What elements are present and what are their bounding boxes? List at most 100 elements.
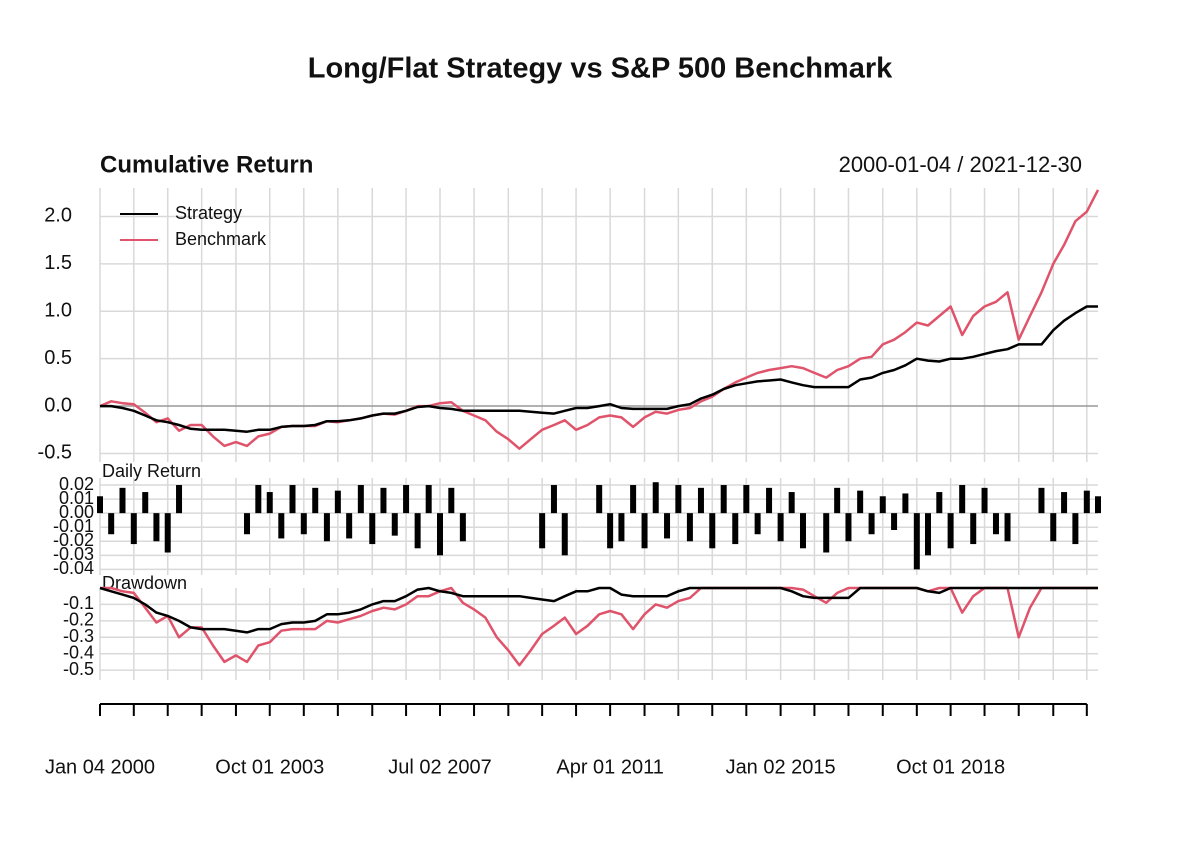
y-tick-label: -0.4 — [63, 642, 94, 662]
y-tick-label: -0.02 — [53, 530, 94, 550]
y-tick-label: 2.0 — [44, 205, 72, 227]
bar — [164, 513, 171, 553]
y-tick-label: -0.3 — [63, 626, 94, 646]
bar — [550, 485, 557, 514]
series-line — [99, 586, 1098, 634]
bar — [380, 487, 387, 514]
x-tick-label: Jan 02 2015 — [726, 756, 836, 778]
bar — [743, 485, 750, 514]
legend-label: Strategy — [175, 203, 242, 223]
bar — [834, 487, 841, 514]
bar — [868, 513, 875, 535]
bar — [425, 485, 432, 514]
x-tick-label: Oct 01 2003 — [215, 756, 324, 778]
bar — [176, 485, 183, 514]
series-line — [100, 305, 1098, 433]
bar — [925, 513, 932, 556]
bar — [561, 513, 568, 556]
bar — [130, 513, 137, 545]
bar — [913, 513, 920, 570]
bar — [959, 485, 966, 514]
y-tick-label: -0.2 — [63, 610, 94, 630]
bar — [970, 513, 977, 545]
panel-title: Daily Return — [102, 461, 201, 481]
bar — [823, 513, 830, 553]
bar — [142, 492, 149, 514]
bar — [754, 513, 761, 535]
bar — [539, 513, 546, 549]
bar — [1038, 487, 1045, 514]
bar — [845, 513, 852, 542]
y-tick-label: -0.03 — [53, 544, 94, 564]
y-tick-label: 0.00 — [59, 502, 94, 522]
bar — [857, 490, 864, 514]
bar — [686, 513, 693, 542]
bar — [289, 485, 296, 514]
bar — [697, 487, 704, 514]
x-tick-label: Jul 02 2007 — [388, 756, 491, 778]
date-range: 2000-01-04 / 2021-12-30 — [839, 152, 1082, 177]
bar — [981, 487, 988, 514]
legend-label: Benchmark — [175, 229, 267, 249]
bar — [607, 513, 614, 549]
bar — [323, 513, 330, 542]
bar — [675, 485, 682, 514]
bar — [436, 513, 443, 556]
bar — [902, 493, 909, 514]
bar — [357, 485, 364, 514]
bar — [879, 496, 886, 514]
bar — [1004, 513, 1011, 542]
bar — [108, 513, 115, 535]
y-tick-label: -0.01 — [53, 516, 94, 536]
bar — [799, 513, 806, 549]
bar — [278, 513, 285, 539]
y-tick-label: -0.5 — [38, 442, 72, 464]
y-tick-label: 0.0 — [44, 394, 72, 416]
bar — [391, 513, 398, 536]
y-tick-label: -0.5 — [63, 659, 94, 679]
bar — [448, 487, 455, 514]
y-tick-label: 1.0 — [44, 300, 72, 322]
bar — [630, 485, 637, 514]
bar — [1095, 496, 1101, 514]
y-tick-label: -0.04 — [53, 558, 94, 578]
bar — [777, 513, 784, 542]
bar — [414, 513, 421, 549]
y-tick-label: 0.02 — [59, 474, 94, 494]
bar — [1072, 513, 1079, 545]
bar — [97, 496, 103, 514]
bar — [720, 485, 727, 514]
series-line — [99, 189, 1100, 450]
x-tick-label: Apr 01 2011 — [556, 756, 664, 778]
bar — [618, 513, 625, 542]
panel-title: Drawdown — [102, 573, 187, 593]
chart-title: Long/Flat Strategy vs S&P 500 Benchmark — [308, 53, 893, 85]
bar — [1050, 513, 1057, 542]
y-tick-label: -0.1 — [63, 593, 94, 613]
bar — [992, 513, 999, 535]
bar — [664, 513, 671, 539]
bar — [153, 513, 160, 542]
bar — [312, 487, 319, 514]
bar — [346, 513, 353, 539]
bar — [652, 482, 659, 514]
bar — [266, 492, 273, 514]
bar — [766, 487, 773, 514]
bar — [709, 513, 716, 549]
panel-title: Cumulative Return — [100, 151, 313, 178]
y-tick-label: 0.01 — [59, 488, 94, 508]
bar — [788, 492, 795, 514]
y-tick-label: 1.5 — [44, 252, 72, 274]
bar — [732, 513, 739, 545]
bar — [596, 485, 603, 514]
bar — [244, 513, 251, 535]
series-line — [100, 586, 1098, 667]
bar — [403, 485, 410, 514]
bar — [947, 513, 954, 549]
bar — [1083, 490, 1090, 514]
y-tick-label: 0.5 — [44, 347, 72, 369]
bar — [1061, 492, 1068, 514]
x-tick-label: Jan 04 2000 — [45, 756, 155, 778]
x-tick-label: Oct 01 2018 — [896, 756, 1005, 778]
